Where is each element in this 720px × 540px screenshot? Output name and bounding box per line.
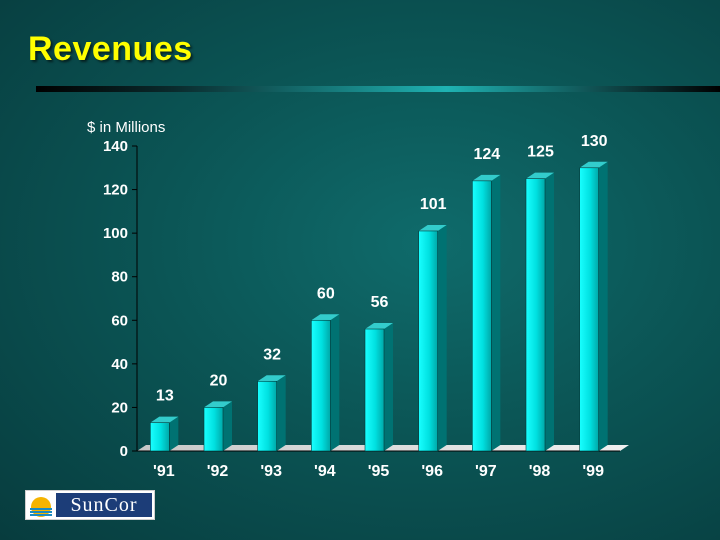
bar-front — [365, 329, 384, 451]
bar-outline — [257, 380, 277, 452]
bar-side — [223, 401, 232, 451]
y-tick-label: 0 — [120, 443, 128, 460]
bar-side — [169, 416, 179, 451]
slide-title: Revenues — [28, 30, 193, 68]
chart-labels: 13 '91 20 '92 32 '93 60 '94 56 '95 101 '96 124 '97 125… — [153, 133, 608, 480]
bar-value-label: 56 — [371, 294, 389, 311]
y-tick-label: 120 — [103, 182, 128, 199]
title-divider — [36, 86, 720, 92]
bar-outline — [525, 178, 546, 452]
bar-top — [257, 375, 286, 382]
bar-outline — [472, 180, 492, 452]
bar-front — [311, 320, 331, 451]
y-tick-label: 60 — [111, 312, 128, 329]
bar-side — [545, 172, 554, 451]
y-tick-label: 80 — [111, 269, 128, 286]
bar-top — [311, 314, 340, 321]
bar-6 — [472, 174, 501, 452]
bar-0 — [150, 416, 179, 452]
logo-text: SunCor — [56, 493, 152, 517]
bar-top — [204, 401, 232, 408]
bar-1 — [203, 401, 232, 452]
bar-value-label: 130 — [581, 133, 608, 150]
chart-bars — [150, 161, 608, 452]
bar-2 — [257, 375, 286, 452]
bar-top — [526, 172, 554, 179]
bar-value-label: 101 — [420, 196, 447, 213]
bar-front — [150, 422, 170, 451]
bar-value-label: 60 — [317, 285, 335, 302]
bar-front — [257, 381, 277, 451]
bar-side — [384, 323, 393, 451]
x-tick-label: '97 — [475, 463, 497, 480]
x-tick-label: '93 — [260, 463, 282, 480]
x-tick-label: '99 — [582, 463, 604, 480]
bar-side — [276, 375, 286, 451]
bar-value-label: 124 — [473, 146, 500, 163]
y-tick-label: 40 — [111, 356, 128, 373]
bar-4 — [364, 323, 393, 452]
x-tick-label: '96 — [421, 463, 443, 480]
bar-value-label: 32 — [263, 346, 281, 363]
bar-outline — [579, 167, 599, 452]
bar-outline — [150, 422, 170, 452]
bar-value-label: 20 — [210, 372, 228, 389]
sunrise-icon — [30, 497, 52, 517]
bar-outline — [364, 328, 385, 452]
x-tick-label: '92 — [207, 463, 229, 480]
bar-7 — [525, 172, 554, 452]
bar-front — [204, 407, 223, 451]
bar-top — [472, 174, 501, 181]
bar-8 — [579, 161, 608, 452]
bar-top — [150, 416, 179, 423]
bar-value-label: 13 — [156, 388, 174, 405]
y-tick-label: 100 — [103, 225, 128, 242]
bar-5 — [418, 224, 447, 452]
bar-side — [437, 224, 447, 451]
bar-outline — [418, 230, 438, 452]
x-tick-label: '98 — [529, 463, 551, 480]
bar-top — [418, 224, 447, 231]
x-tick-label: '94 — [314, 463, 336, 480]
bar-side — [330, 314, 340, 451]
bar-side — [491, 174, 501, 451]
y-axis-label: $ in Millions — [87, 119, 166, 136]
bar-side — [598, 161, 608, 452]
x-tick-label: '95 — [368, 463, 390, 480]
bar-3 — [311, 314, 340, 452]
bar-outline — [203, 407, 224, 452]
bar-top — [365, 323, 393, 329]
bar-outline — [311, 319, 331, 452]
bar-front — [472, 180, 492, 451]
y-tick-label: 140 — [103, 138, 128, 155]
y-tick-label: 20 — [111, 399, 128, 416]
x-tick-label: '91 — [153, 463, 175, 480]
suncor-logo: SunCor — [25, 490, 155, 520]
bar-top — [579, 161, 608, 168]
bar-front — [579, 167, 599, 452]
bar-front — [526, 178, 545, 451]
bar-front — [418, 230, 438, 451]
bar-value-label: 125 — [527, 144, 554, 161]
